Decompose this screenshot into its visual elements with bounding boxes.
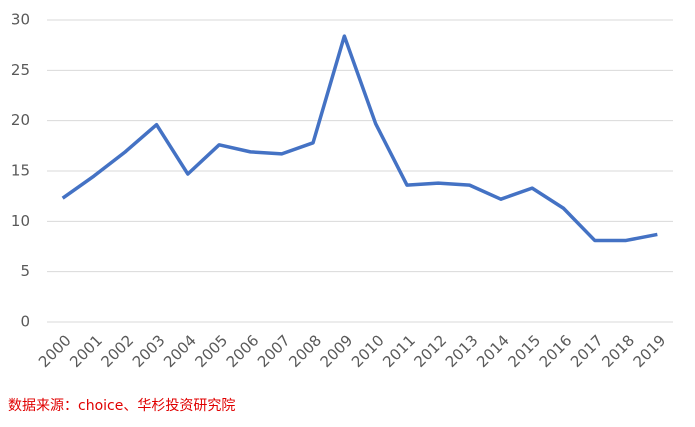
x-tick-label: 2009: [317, 331, 357, 371]
x-tick-label: 2019: [630, 331, 670, 371]
x-tick-label: 2008: [285, 331, 325, 371]
x-tick-label: 2010: [348, 331, 388, 371]
y-tick-label: 30: [11, 11, 30, 29]
x-tick-label: 2015: [504, 331, 544, 371]
x-tick-label: 2001: [66, 331, 106, 371]
x-tick-label: 2016: [536, 331, 576, 371]
y-tick-label: 10: [11, 212, 30, 230]
x-tick-label: 2007: [254, 331, 294, 371]
x-tick-label: 2002: [98, 331, 138, 371]
x-tick-label: 2011: [379, 331, 419, 371]
y-tick-label: 25: [11, 61, 30, 79]
x-tick-label: 2005: [191, 331, 231, 371]
line-series: [61, 34, 658, 243]
source-note: 数据来源：choice、华杉投资研究院: [8, 398, 235, 414]
x-tick-label: 2003: [129, 331, 169, 371]
y-tick-label: 20: [11, 111, 30, 129]
y-tick-label: 0: [20, 313, 30, 331]
x-tick-label: 2004: [160, 331, 200, 371]
x-tick-label: 2018: [598, 331, 638, 371]
x-tick-label: 2013: [442, 331, 482, 371]
y-tick-label: 5: [20, 262, 30, 280]
x-tick-label: 2017: [567, 331, 607, 371]
x-tick-label: 2012: [411, 331, 451, 371]
x-tick-label: 2000: [35, 331, 75, 371]
x-tick-label: 2014: [473, 331, 513, 371]
y-tick-label: 15: [11, 162, 30, 180]
x-tick-label: 2006: [223, 331, 263, 371]
